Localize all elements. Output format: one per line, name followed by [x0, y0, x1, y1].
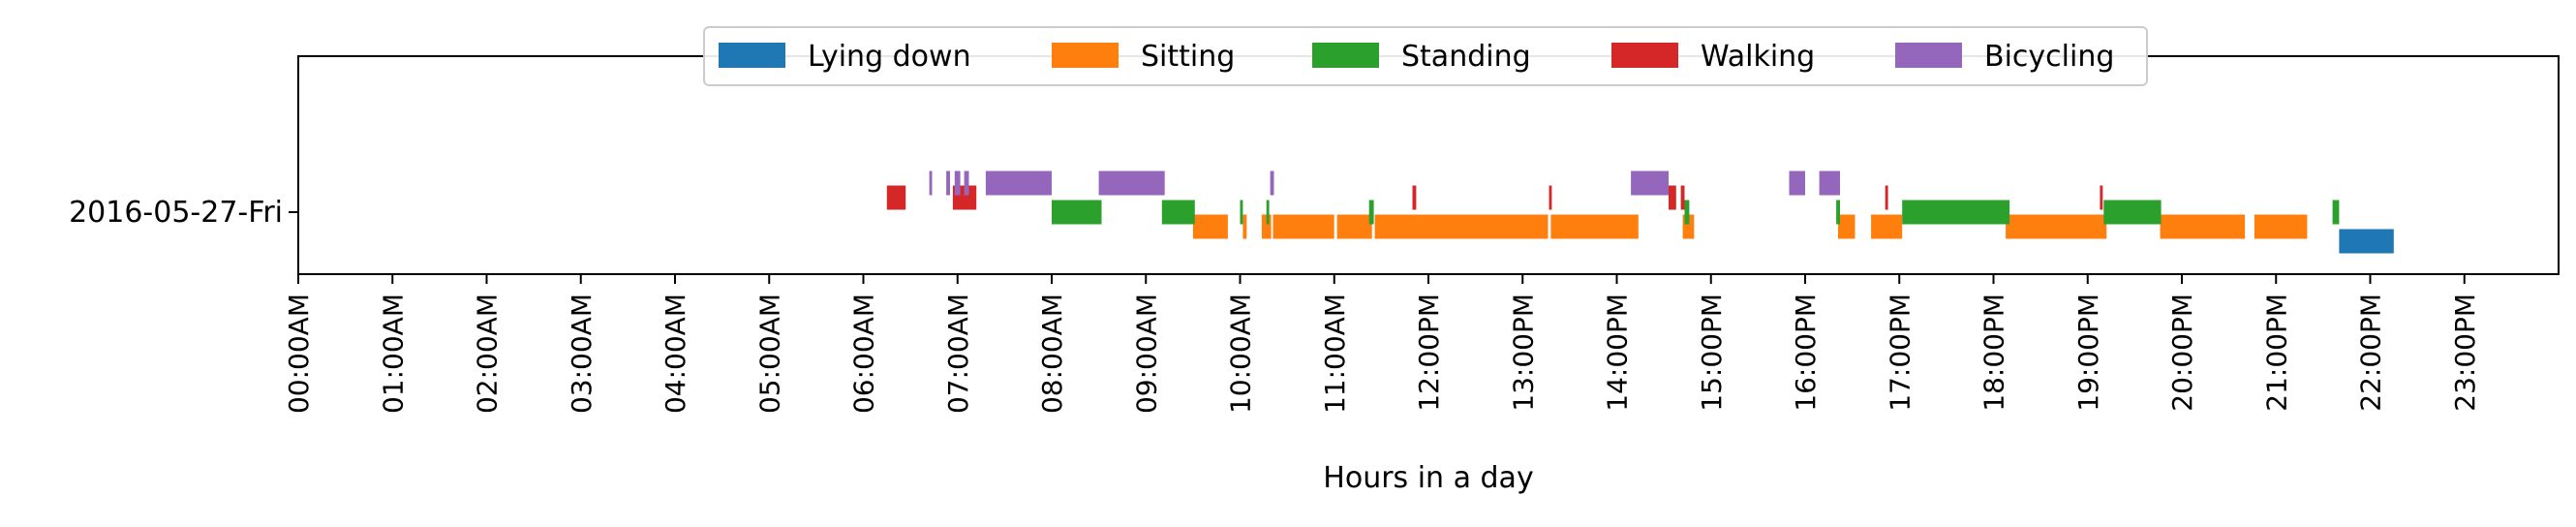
- x-axis: 00:00AM 01:00AM 02:00AM 03:00AM 04:00AM 05:00…: [283, 274, 2481, 414]
- bar-bicycling-0: [929, 170, 933, 196]
- legend-box: [703, 26, 2148, 86]
- legend-swatch-walking: [1611, 43, 1678, 68]
- bar-standing-7: [1902, 200, 2010, 225]
- legend-label-standing[interactable]: Standing: [1401, 40, 1531, 74]
- bar-standing-5: [1684, 200, 1690, 225]
- legend-label-bicycling[interactable]: Bicycling: [1984, 40, 2114, 74]
- plot-frame: [297, 55, 2560, 275]
- bar-standing-1: [1161, 200, 1195, 225]
- bar-walking-5: [1680, 185, 1685, 210]
- x-tick-label-5: 05:00AM: [753, 294, 785, 414]
- bar-sitting-7: [1682, 214, 1695, 239]
- bar-sitting-12: [2254, 214, 2308, 239]
- x-tick-label-1: 01:00AM: [377, 294, 409, 414]
- x-tick-label-0: 00:00AM: [283, 294, 315, 414]
- legend-label-sitting[interactable]: Sitting: [1141, 40, 1235, 74]
- x-tick-label-10: 10:00AM: [1225, 294, 1257, 414]
- legend-swatch-sitting: [1052, 43, 1119, 68]
- bar-walking-6: [1885, 185, 1888, 210]
- bar-standing-4: [1368, 200, 1374, 225]
- x-tick-label-14: 14:00PM: [1602, 294, 1634, 412]
- bar-bicycling-6: [1270, 170, 1274, 196]
- x-tick-label-2: 02:00AM: [472, 294, 504, 414]
- bar-bicycling-8: [1789, 170, 1805, 196]
- bar-sitting-2: [1261, 214, 1272, 239]
- x-tick-label-16: 16:00PM: [1790, 294, 1822, 412]
- bar-bicycling-2: [954, 170, 961, 196]
- x-tick-label-9: 09:00AM: [1130, 294, 1162, 414]
- bar-standing-3: [1266, 200, 1270, 225]
- bar-standing-2: [1240, 200, 1243, 225]
- bar-walking-0: [886, 185, 906, 210]
- bar-bicycling-7: [1631, 170, 1669, 196]
- x-tick-label-15: 15:00PM: [1696, 294, 1728, 412]
- bar-sitting-1: [1242, 214, 1247, 239]
- bar-sitting-4: [1336, 214, 1372, 239]
- x-tick-label-22: 22:00PM: [2355, 294, 2387, 412]
- bar-standing-6: [1836, 200, 1840, 225]
- bar-walking-3: [1549, 185, 1552, 210]
- bar-bicycling-5: [1098, 170, 1165, 196]
- x-tick-label-4: 04:00AM: [659, 294, 691, 414]
- bars-layer: [886, 170, 2394, 254]
- x-tick-label-8: 08:00AM: [1036, 294, 1068, 414]
- bar-walking-7: [2100, 185, 2103, 210]
- legend[interactable]: Lying down Sitting Standing Walking Bicyclin…: [703, 26, 2148, 86]
- legend-label-lying-down[interactable]: Lying down: [808, 40, 971, 74]
- x-tick-label-17: 17:00PM: [1884, 294, 1916, 412]
- x-tick-label-11: 11:00AM: [1319, 294, 1351, 414]
- x-tick-label-23: 23:00PM: [2449, 294, 2481, 412]
- bar-sitting-5: [1374, 214, 1549, 239]
- x-tick-label-13: 13:00PM: [1507, 294, 1539, 412]
- bar-walking-2: [1412, 185, 1417, 210]
- bar-bicycling-3: [964, 170, 969, 196]
- bar-walking-4: [1669, 185, 1676, 210]
- legend-label-walking[interactable]: Walking: [1701, 40, 1815, 74]
- x-tick-label-3: 03:00AM: [566, 294, 598, 414]
- bar-standing-0: [1052, 200, 1102, 225]
- x-tick-label-6: 06:00AM: [848, 294, 880, 414]
- legend-swatch-lying-down: [719, 43, 785, 68]
- bar-standing-9: [2332, 200, 2340, 225]
- x-tick-label-18: 18:00PM: [1978, 294, 2010, 412]
- bar-sitting-6: [1550, 214, 1639, 239]
- y-axis: 2016-05-27-Fri: [69, 196, 298, 230]
- legend-swatch-standing: [1312, 43, 1379, 68]
- x-tick-label-21: 21:00PM: [2260, 294, 2292, 412]
- bar-sitting-9: [1871, 214, 1903, 239]
- bar-sitting-0: [1192, 214, 1228, 239]
- bar-sitting-11: [2160, 214, 2246, 239]
- legend-swatch-bicycling: [1895, 43, 1962, 68]
- x-tick-label-20: 20:00PM: [2166, 294, 2198, 412]
- bar-bicycling-1: [946, 170, 950, 196]
- y-tick-label-0: 2016-05-27-Fri: [69, 196, 283, 230]
- x-tick-label-7: 07:00AM: [942, 294, 974, 414]
- x-axis-label: Hours in a day: [1323, 461, 1533, 495]
- bar-bicycling-9: [1819, 170, 1840, 196]
- bar-sitting-8: [1838, 214, 1855, 239]
- bar-standing-8: [2103, 200, 2162, 225]
- bar-sitting-3: [1273, 214, 1334, 239]
- x-tick-label-12: 12:00PM: [1413, 294, 1445, 412]
- bar-bicycling-4: [985, 170, 1052, 196]
- x-tick-label-19: 19:00PM: [2072, 294, 2104, 412]
- bar-sitting-10: [2006, 214, 2107, 239]
- bar-lying-down-0: [2339, 229, 2394, 254]
